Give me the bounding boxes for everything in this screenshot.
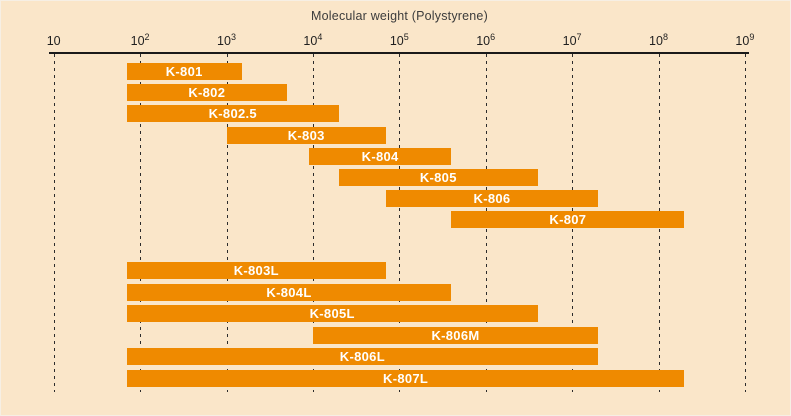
bar-label: K-801 (165, 64, 203, 79)
x-tick-label-1e6: 106 (476, 31, 496, 48)
bar-label: K-806L (339, 349, 385, 365)
bar-label: K-802.5 (208, 106, 257, 122)
range-bar-k-803: K-803 (226, 126, 386, 144)
bar-label: K-806M (431, 327, 480, 343)
x-tick-label-1e8: 108 (649, 31, 668, 48)
bar-label: K-803L (233, 263, 279, 278)
gridline-1e4 (312, 54, 314, 392)
range-bar-k-801: K-801 (126, 63, 242, 80)
range-bar-k-804: K-804 (308, 147, 452, 165)
range-bar-k-806: K-806 (385, 190, 599, 208)
range-bar-k-806m: K-806M (312, 326, 599, 344)
range-bar-k-806l: K-806L (126, 348, 599, 366)
bar-label: K-804 (361, 148, 399, 164)
x-tick-label-1e1: 10 (46, 34, 61, 48)
range-bar-k-805: K-805 (338, 169, 538, 186)
bar-label: K-804L (266, 284, 312, 300)
x-tick-label-1e7: 107 (562, 31, 582, 48)
range-bar-k-807: K-807 (451, 211, 685, 229)
gridline-1e2 (140, 54, 142, 392)
x-tick-label-1e9: 109 (735, 31, 755, 48)
bar-label: K-807 (549, 212, 587, 228)
gridline-1e9 (744, 54, 746, 392)
gridline-1e3 (226, 54, 228, 392)
x-tick-label-1e4: 104 (303, 31, 323, 48)
x-tick-label-1e5: 105 (389, 31, 409, 48)
gridline-1e1 (53, 54, 55, 392)
bar-label: K-803 (287, 127, 325, 143)
chart-title: Molecular weight (Polystyrene) (311, 9, 488, 23)
x-tick-label-1e2: 102 (130, 31, 150, 48)
bar-label: K-807L (383, 371, 429, 386)
bar-label: K-805L (309, 306, 355, 322)
range-bar-k-803l: K-803L (126, 262, 386, 279)
bar-label: K-806 (473, 191, 511, 207)
x-axis-line (49, 52, 749, 54)
range-bar-k-804l: K-804L (126, 283, 452, 301)
x-tick-label-1e3: 103 (217, 31, 236, 48)
range-bar-k-802: K-802 (126, 84, 287, 102)
range-bar-k-807l: K-807L (126, 370, 685, 387)
bar-label: K-805 (419, 170, 457, 185)
bar-label: K-802 (188, 85, 226, 101)
gridline-1e5 (399, 54, 401, 392)
range-bar-k-805l: K-805L (126, 305, 538, 323)
range-bar-k-802.5: K-802.5 (126, 105, 339, 123)
